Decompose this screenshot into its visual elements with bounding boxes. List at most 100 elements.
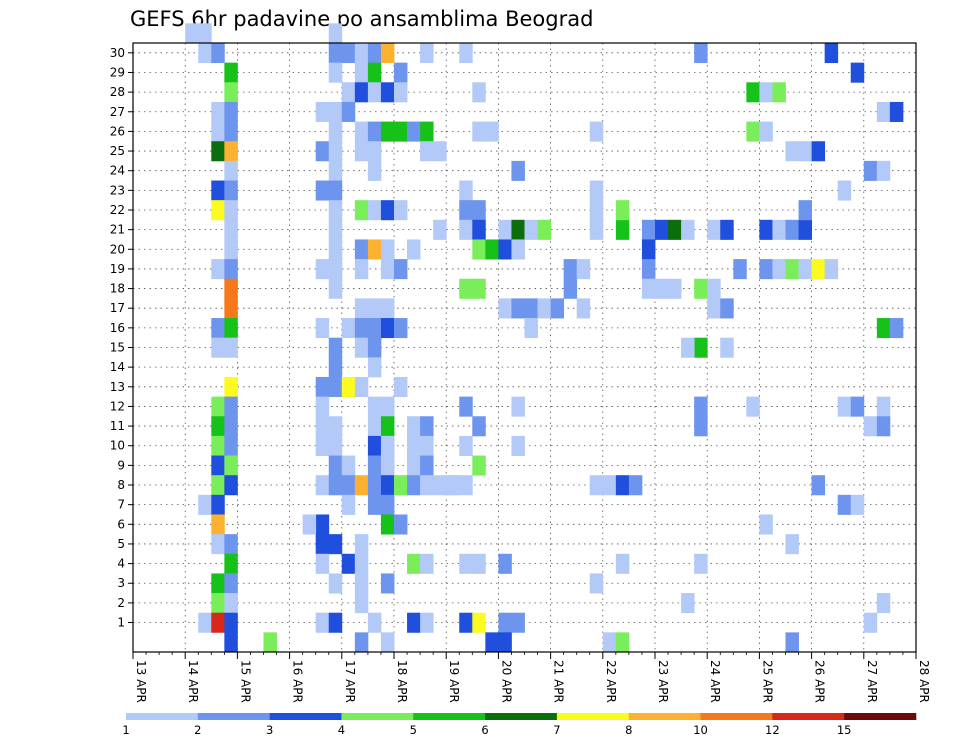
- precip-cell: [224, 573, 238, 594]
- precip-cell: [759, 121, 773, 142]
- precip-cell: [224, 455, 238, 476]
- precip-cell: [628, 475, 643, 496]
- precip-cell: [589, 573, 604, 594]
- precip-cell: [772, 219, 786, 240]
- precip-cell: [211, 101, 225, 122]
- precip-cell: [837, 180, 852, 201]
- x-tick-label: 20 APR: [499, 660, 513, 703]
- precip-cell: [315, 141, 330, 162]
- precip-cell: [524, 298, 538, 319]
- precip-cell: [224, 632, 238, 653]
- precip-cell: [380, 318, 395, 339]
- precip-cell: [550, 298, 565, 319]
- precip-cell: [224, 337, 238, 358]
- y-tick-label: 26: [110, 124, 125, 138]
- precip-cell: [576, 298, 591, 319]
- precip-cell: [433, 141, 447, 162]
- precip-cell: [876, 160, 891, 181]
- precip-cell: [380, 475, 395, 496]
- precip-cell: [211, 475, 225, 496]
- precip-cell: [681, 337, 695, 358]
- precip-cell: [198, 494, 212, 515]
- y-tick-label: 27: [110, 105, 125, 119]
- precip-cell: [315, 396, 330, 417]
- precip-cell: [328, 62, 343, 83]
- precip-cell: [641, 278, 656, 299]
- precip-cell: [459, 553, 473, 574]
- precip-cell: [850, 396, 865, 417]
- x-tick-label: 22 APR: [604, 660, 618, 703]
- colorbar-swatch: [700, 713, 773, 720]
- y-tick-label: 22: [110, 203, 125, 217]
- precip-cell: [315, 180, 330, 201]
- y-tick-label: 19: [110, 262, 125, 276]
- precip-cell: [733, 259, 747, 280]
- precip-cell: [211, 514, 225, 535]
- x-axis: 13 APR 14 APR 15 APR 16 APR 17 APR 18 APR 19 A…: [132, 652, 931, 703]
- precip-cell: [720, 337, 734, 358]
- y-axis: 1234567891011121314151617181920212223242…: [110, 46, 133, 630]
- colorbar-label: 6: [481, 723, 488, 737]
- precip-cell: [328, 376, 343, 398]
- precip-cell: [224, 396, 238, 417]
- precip-cell: [641, 219, 656, 240]
- precip-cell: [772, 82, 786, 103]
- precip-cell: [211, 455, 225, 476]
- precip-cell: [354, 62, 369, 83]
- precip-cell: [589, 475, 604, 496]
- precip-cell: [367, 141, 382, 162]
- precip-cell: [850, 62, 865, 83]
- precip-cell: [367, 612, 382, 633]
- precip-cell: [707, 278, 721, 299]
- precip-cell: [615, 200, 630, 221]
- precip-cell: [889, 318, 904, 339]
- precip-cell: [694, 553, 708, 574]
- precip-cell: [328, 475, 343, 496]
- precip-cell: [811, 141, 826, 162]
- x-tick-label: 13 APR: [134, 660, 148, 703]
- precip-cell: [511, 612, 525, 633]
- precip-cell: [394, 318, 408, 339]
- colorbar-label: 12: [765, 723, 780, 737]
- precip-cell: [367, 82, 382, 103]
- precip-cell: [498, 612, 512, 633]
- precip-cell: [354, 337, 369, 358]
- x-tick-label: 14 APR: [186, 660, 200, 703]
- precip-cell: [615, 475, 630, 496]
- precip-cell: [394, 121, 408, 142]
- precip-cell: [589, 121, 604, 142]
- precip-cell: [837, 494, 852, 515]
- precip-cell: [367, 435, 382, 456]
- precip-cell: [224, 435, 238, 456]
- precip-cell: [485, 121, 499, 142]
- precip-cell: [394, 200, 408, 221]
- precip-cell: [811, 259, 826, 280]
- precip-cell: [615, 553, 630, 574]
- y-tick-label: 8: [117, 478, 125, 492]
- precip-cell: [211, 259, 225, 280]
- precip-cell: [668, 219, 682, 240]
- precip-cell: [367, 475, 382, 496]
- precip-cell: [511, 435, 525, 456]
- precip-cell: [341, 455, 356, 476]
- precip-cell: [472, 82, 486, 103]
- precip-cell: [707, 298, 721, 319]
- colorbar-swatch: [341, 713, 414, 720]
- precip-cell: [798, 200, 812, 221]
- precip-cell: [211, 337, 225, 358]
- colorbar-swatch: [413, 713, 486, 720]
- precip-cell: [315, 475, 330, 496]
- x-tick-label: 15 APR: [238, 660, 252, 703]
- y-tick-label: 14: [110, 360, 125, 374]
- precip-cell: [407, 416, 421, 437]
- precip-cell: [211, 435, 225, 456]
- y-tick-label: 24: [110, 164, 125, 178]
- precip-cell: [615, 632, 630, 653]
- y-tick-label: 18: [110, 282, 125, 296]
- precip-cell: [863, 612, 878, 633]
- precip-cell: [224, 278, 238, 299]
- precip-cell: [380, 514, 395, 535]
- precip-cell: [615, 219, 630, 240]
- precip-cell: [694, 278, 708, 299]
- precip-cell: [655, 219, 669, 240]
